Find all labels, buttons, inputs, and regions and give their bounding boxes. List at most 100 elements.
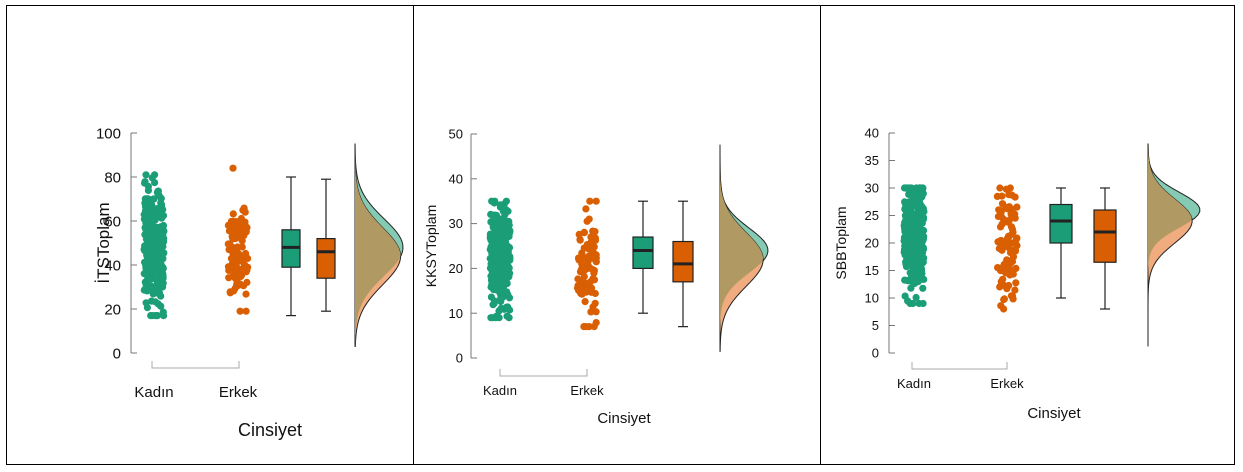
y-tick-label: 10 (449, 306, 463, 321)
box-kadin (1049, 203, 1073, 244)
data-point-erkek (580, 273, 588, 281)
data-point-kadin (917, 265, 926, 273)
data-point-erkek (1003, 205, 1012, 213)
data-point-erkek (243, 223, 251, 232)
data-point-erkek (1009, 295, 1017, 303)
data-point-kadin (503, 279, 511, 288)
y-tick-label: 20 (865, 236, 879, 251)
data-point-erkek (242, 290, 250, 298)
data-point-erkek (224, 263, 233, 271)
data-point-erkek (244, 254, 252, 262)
data-point-kadin (916, 200, 924, 208)
data-point-kadin (904, 250, 912, 258)
data-point-erkek (580, 228, 588, 236)
data-point-erkek (576, 236, 584, 244)
data-point-erkek (586, 264, 594, 272)
data-point-erkek (996, 184, 1004, 192)
y-tick-label: 30 (449, 216, 463, 231)
data-point-erkek (997, 208, 1005, 216)
data-point-kadin (150, 288, 158, 296)
x-tick-label: Kadın (134, 384, 173, 401)
data-point-kadin (904, 297, 912, 305)
x-axis-label: Cinsiyet (1027, 405, 1081, 422)
data-point-erkek (581, 298, 589, 306)
data-point-kadin (496, 237, 504, 245)
data-point-erkek (580, 266, 588, 275)
chart-panel-sbbtoplam: 0 5 10 15 20 25 30 35 40 SBBToplam Kadın Erkek Cinsi… (821, 5, 1234, 465)
x-axis-bracket (499, 369, 588, 377)
y-tick-label: 40 (104, 257, 121, 274)
data-point-kadin (144, 278, 152, 286)
data-point-erkek (582, 205, 590, 213)
x-axis-bracket (151, 361, 240, 369)
data-point-erkek (592, 319, 600, 327)
data-point-kadin (152, 251, 160, 259)
x-axis-bracket (911, 362, 1008, 370)
data-point-kadin (492, 215, 500, 223)
x-tick-label: Kadın (483, 383, 517, 398)
x-axis-label: Cinsiyet (238, 420, 302, 440)
data-point-erkek (589, 254, 597, 263)
data-point-kadin (500, 252, 508, 260)
data-point-kadin (140, 246, 148, 254)
data-point-erkek (1007, 210, 1015, 218)
data-point-kadin (909, 240, 917, 249)
data-point-kadin (490, 300, 498, 308)
data-point-kadin (499, 262, 507, 271)
data-point-kadin (901, 235, 909, 243)
data-point-kadin (492, 260, 500, 268)
data-point-kadin (919, 299, 927, 308)
y-tick-label: 20 (449, 261, 463, 276)
data-point-erkek (234, 274, 242, 282)
y-tick-label: 25 (865, 208, 879, 223)
data-point-erkek (591, 234, 599, 242)
data-point-erkek (996, 237, 1004, 245)
data-point-kadin (492, 286, 500, 294)
data-point-erkek (1005, 281, 1013, 290)
data-point-kadin (160, 227, 168, 235)
figure-frame (6, 5, 1235, 465)
data-point-erkek (1000, 218, 1008, 226)
data-point-erkek (1006, 249, 1015, 257)
data-point-kadin (911, 271, 919, 279)
data-point-kadin (909, 222, 917, 230)
y-tick-label: 50 (449, 127, 463, 142)
density-overlap (1148, 144, 1192, 347)
data-point-erkek (1007, 223, 1015, 231)
data-point-kadin (151, 243, 159, 251)
density-overlap (355, 144, 401, 347)
y-tick-label: 30 (865, 181, 879, 196)
data-point-kadin (150, 259, 158, 268)
y-tick-label: 100 (96, 125, 121, 142)
data-point-erkek (583, 280, 592, 288)
data-point-erkek (584, 257, 592, 265)
data-point-erkek (586, 197, 594, 205)
data-point-kadin (906, 184, 914, 192)
y-tick-label: 80 (104, 169, 121, 186)
y-axis-label: KKSYToplam (423, 205, 439, 287)
box-erkek (316, 238, 336, 279)
data-point-erkek (231, 284, 239, 292)
data-point-erkek (1012, 279, 1020, 287)
data-point-kadin (157, 194, 165, 202)
data-point-kadin (142, 171, 150, 179)
data-point-kadin (505, 221, 513, 229)
chart-itstoplam: 0 20 40 60 80 100 İTSToplam Kadın Erkek Cinsiyet (94, 125, 404, 440)
data-point-kadin (912, 293, 920, 302)
data-point-kadin (140, 210, 148, 219)
data-point-kadin (150, 195, 158, 203)
data-point-erkek (229, 164, 237, 172)
data-point-erkek (585, 286, 593, 294)
data-point-kadin (913, 230, 921, 238)
data-point-erkek (589, 227, 597, 235)
data-point-kadin (490, 199, 498, 207)
data-point-erkek (585, 215, 593, 223)
data-point-erkek (592, 308, 600, 316)
data-point-kadin (912, 184, 920, 192)
chart-sbbtoplam: 0 5 10 15 20 25 30 35 40 SBBToplam Kadın ErkekCinsi… (833, 126, 1201, 422)
data-point-kadin (150, 209, 158, 217)
data-point-erkek (242, 307, 250, 315)
data-point-erkek (239, 282, 248, 290)
x-tick-label: Kadın (897, 376, 931, 391)
data-point-erkek (1006, 271, 1014, 279)
